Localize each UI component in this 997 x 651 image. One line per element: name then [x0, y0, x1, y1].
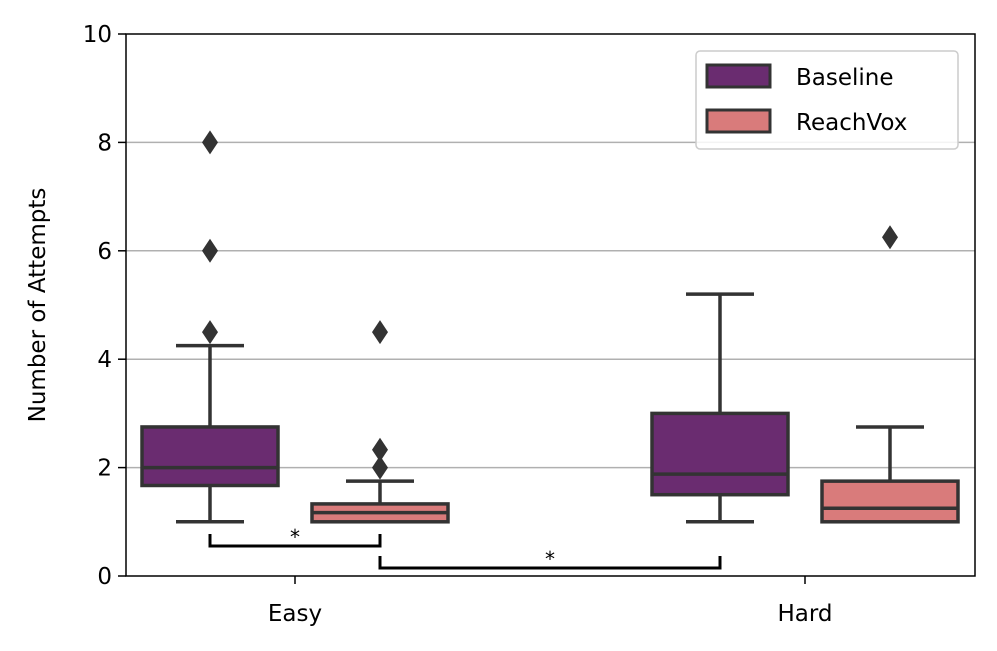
legend-label-reachvox: ReachVox — [796, 110, 907, 136]
significance-label: * — [545, 547, 555, 571]
iqr-box — [820, 479, 960, 524]
plot-frame — [125, 33, 976, 577]
legend-label-baseline: Baseline — [796, 65, 894, 91]
significance-label: * — [290, 525, 300, 549]
iqr-box — [650, 411, 790, 497]
x-tick-label-hard: Hard — [777, 601, 832, 627]
x-tick-label-easy: Easy — [268, 601, 322, 627]
outlier-marker — [202, 320, 218, 345]
significance-brackets: ** — [208, 525, 722, 571]
y-tick-label: 2 — [97, 456, 112, 482]
outlier-marker — [202, 130, 218, 155]
y-tick-label: 10 — [83, 22, 112, 48]
outlier-marker — [202, 238, 218, 263]
box-baseline-easy — [140, 130, 280, 524]
legend: Baseline ReachVox — [695, 50, 959, 150]
box-reachvox-hard — [820, 225, 960, 524]
box-reachvox-easy — [310, 320, 450, 524]
y-axis-label: Number of Attempts — [25, 188, 51, 423]
x-axis-ticks: Easy Hard — [268, 576, 833, 627]
outlier-marker — [372, 320, 388, 345]
significance-bracket — [208, 534, 382, 548]
iqr-box — [140, 425, 280, 488]
legend-swatch-baseline — [705, 63, 772, 89]
boxes — [140, 130, 960, 524]
outlier-marker — [372, 455, 388, 480]
outlier-marker — [882, 225, 898, 250]
grid-lines — [126, 141, 975, 469]
y-axis-ticks: 0 2 4 6 8 10 — [83, 22, 126, 590]
y-tick-label: 4 — [97, 347, 112, 373]
y-tick-label: 6 — [97, 239, 112, 265]
significance-bracket — [378, 556, 722, 570]
legend-swatch-reachvox — [705, 108, 772, 134]
y-tick-label: 0 — [97, 564, 112, 590]
y-tick-label: 8 — [97, 130, 112, 156]
box-baseline-hard — [650, 292, 790, 524]
outlier-marker — [372, 437, 388, 462]
